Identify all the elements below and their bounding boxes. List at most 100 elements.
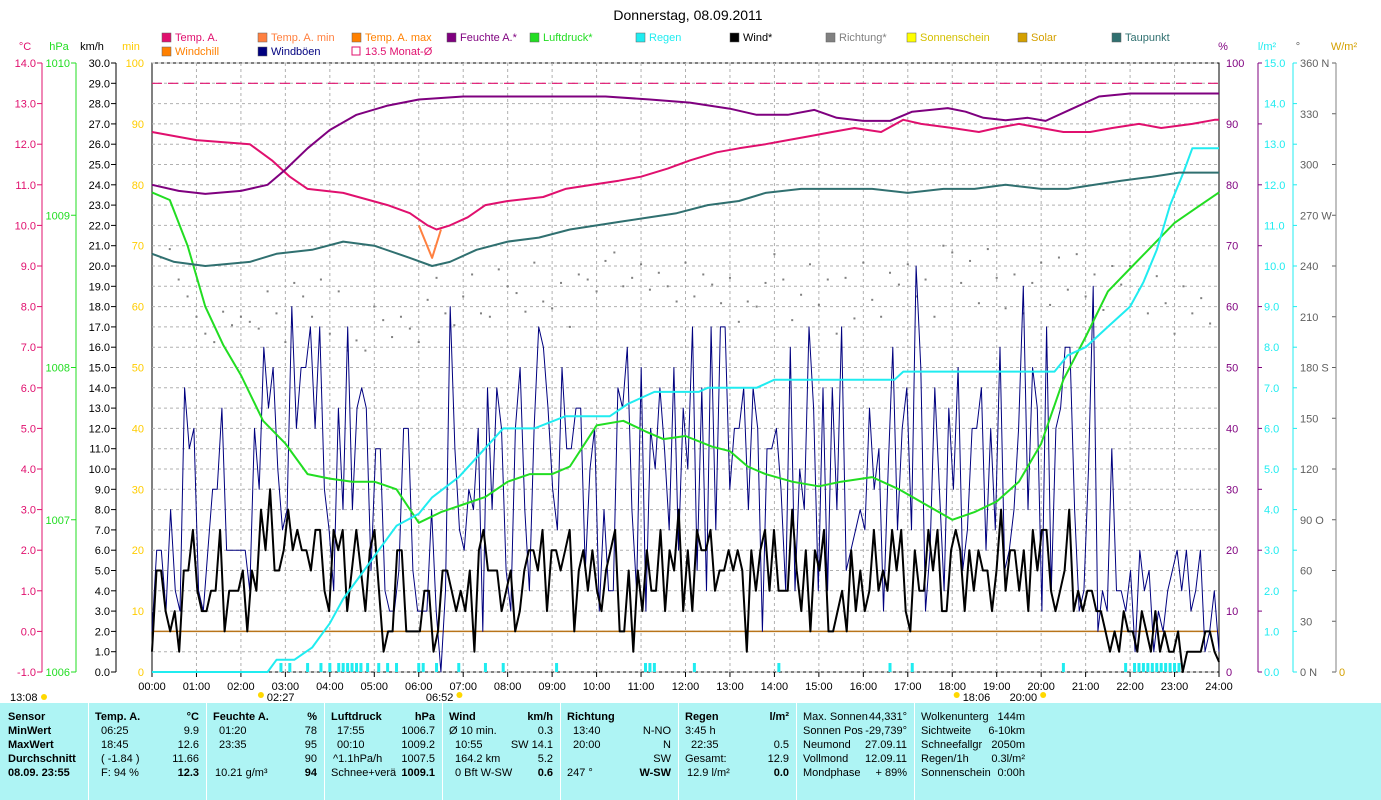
richtung-r4-note: 247 °	[567, 767, 593, 779]
legend-label: 13.5 Monat-Ø	[365, 46, 433, 58]
tick-label-temp: 1.0	[21, 586, 36, 598]
richtung-dot	[373, 305, 376, 308]
tick-label-rain: 15.0	[1264, 58, 1285, 70]
richtung-dot	[551, 307, 554, 310]
sun-marker-icon	[41, 694, 47, 700]
rain-bar	[1137, 663, 1141, 672]
rain-bar	[288, 663, 292, 672]
axis-title-rain: l/m²	[1258, 41, 1277, 53]
richtung-dot	[577, 273, 580, 276]
richtung-dot	[1218, 305, 1220, 308]
richtung-dot	[533, 261, 536, 264]
richtung-dot	[595, 290, 598, 293]
richtung-dot	[231, 324, 234, 327]
druck-max-time: 00:10	[337, 739, 365, 751]
tick-label-kmh: 26.0	[89, 139, 110, 151]
richtung-r1-value: N-NO	[642, 725, 671, 737]
richtung-dot	[444, 312, 447, 315]
tick-label-kmh: 23.0	[89, 200, 110, 212]
tick-label-kmh: 8.0	[95, 505, 110, 517]
richtung-dot	[497, 268, 500, 271]
temp-min-time: 06:25	[101, 725, 129, 737]
feuchte-max-value: 95	[304, 739, 317, 751]
druck-header: Luftdruck	[331, 711, 382, 723]
misc-key: Sonnenschein	[921, 767, 991, 779]
richtung-dot	[657, 271, 660, 274]
tick-label-temp: 5.0	[21, 423, 36, 435]
x-tick-label: 04:00	[316, 681, 344, 693]
regen-r4-value: 0.0	[773, 767, 789, 779]
legend-swatch	[1017, 32, 1028, 43]
sun-marker-icon	[953, 692, 960, 698]
tick-label-min: 10	[132, 606, 144, 618]
richtung-dot	[737, 320, 740, 323]
richtung-dot	[711, 283, 714, 286]
tick-label-kmh: 16.0	[89, 342, 110, 354]
tick-label-kmh: 22.0	[89, 220, 110, 232]
richtung-dot	[151, 231, 153, 234]
rain-bar	[648, 663, 652, 672]
weather-chart: Donnerstag, 08.09.2011 Temp. A. Temp. A. m…	[10, 7, 1357, 703]
wind-r3-note: 164.2 km	[455, 753, 501, 765]
tick-label-rain: 5.0	[1264, 464, 1279, 476]
tick-label-rain: 2.0	[1264, 586, 1279, 598]
sun-key: Sonnen Pos	[803, 725, 863, 737]
regen-r2-time: 22:35	[691, 739, 719, 751]
tick-label-deg: 300	[1300, 160, 1318, 172]
wind-r3-value: 5.2	[537, 753, 553, 765]
richtung-dot	[915, 295, 918, 298]
tick-label-deg: 180 S	[1300, 363, 1329, 375]
richtung-dot	[266, 290, 269, 293]
regen-r3-note: Gesamt:	[685, 753, 727, 765]
legend-label: Luftdruck*	[543, 32, 593, 44]
tick-label-kmh: 17.0	[89, 322, 110, 334]
tick-label-min: 60	[132, 302, 144, 314]
richtung-dot	[177, 278, 180, 281]
richtung-dot	[782, 278, 785, 281]
tick-label-min: 0	[138, 667, 144, 679]
richtung-dot	[399, 315, 402, 318]
richtung-dot	[248, 320, 251, 323]
tick-label-kmh: 15.0	[89, 363, 110, 375]
tick-label-deg: 150	[1300, 413, 1318, 425]
tick-label-temp: 14.0	[15, 58, 36, 70]
rain-bar	[652, 663, 656, 672]
richtung-dot	[213, 341, 216, 344]
tick-label-pct: 50	[1226, 363, 1238, 375]
rain-bar	[355, 663, 359, 672]
chart-title: Donnerstag, 08.09.2011	[613, 7, 762, 23]
rain-bar	[366, 663, 370, 672]
sun-marker-icon	[456, 692, 463, 698]
avg-label: Durchschnitt	[8, 753, 76, 765]
rain-bar	[350, 663, 354, 672]
legend-swatch	[351, 32, 362, 43]
regen-r4-note: 12.9 l/m²	[687, 767, 730, 779]
sensor-column: Sensor MinWert MaxWert Durchschnitt 08.0…	[0, 703, 88, 800]
x-tick-label: 08:00	[494, 681, 522, 693]
feuchte-column: Feuchte A.% 01:20 78 23:35 95 90 10.21 g/m…	[206, 703, 325, 800]
rain-bar	[888, 663, 892, 672]
axis-title-pct: %	[1218, 41, 1228, 53]
x-tick-label: 01:00	[183, 681, 211, 693]
druck-column: Luftdruck hPa 17:55 1006.7 00:10 1009.2 ^1.…	[324, 703, 443, 800]
richtung-dot	[817, 303, 820, 306]
richtung-dot	[791, 319, 794, 322]
rain-bar	[341, 663, 345, 672]
misc-value: 0:00h	[997, 767, 1025, 779]
tick-label-rain: 6.0	[1264, 423, 1279, 435]
regen-unit: l/m²	[769, 711, 789, 723]
richtung-dot	[862, 261, 865, 264]
richtung-dot	[1040, 261, 1043, 264]
rain-bar	[386, 663, 390, 672]
x-tick-label: 16:00	[850, 681, 878, 693]
sun-marker-icon	[257, 692, 264, 698]
sun-value: -29,739°	[865, 725, 907, 737]
richtung-r3-value: SW	[653, 753, 671, 765]
misc-value: 6-10km	[988, 725, 1025, 737]
legend-swatch	[729, 32, 740, 43]
rain-bar	[1168, 663, 1172, 672]
druck-min-time: 17:55	[337, 725, 365, 737]
max-label: MaxWert	[8, 739, 54, 751]
tick-label-temp: 0.0	[21, 626, 36, 638]
tick-label-kmh: 0.0	[95, 667, 110, 679]
